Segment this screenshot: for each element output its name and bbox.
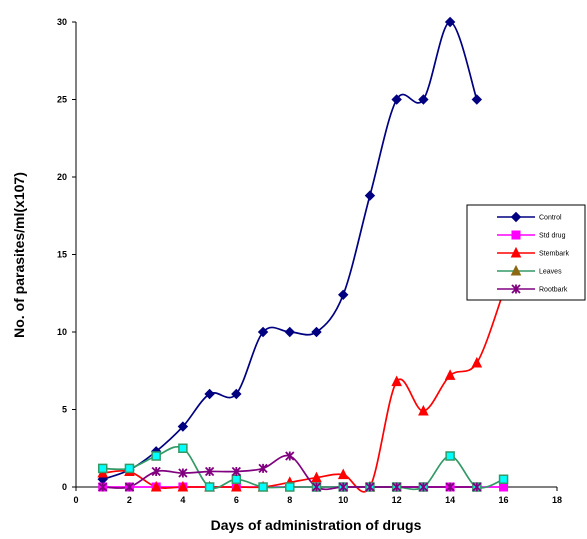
- x-axis-title: Days of administration of drugs: [211, 517, 422, 533]
- data-point-control: [418, 94, 429, 105]
- series-line-stembark: [102, 291, 505, 493]
- legend-label-std-drug: Std drug: [539, 233, 566, 240]
- data-point-rootbark: [445, 482, 455, 492]
- series-line-leaves: [102, 445, 504, 491]
- data-point-control: [257, 326, 269, 338]
- x-tick-label: 8: [287, 495, 292, 505]
- x-tick-label: 6: [234, 495, 239, 505]
- legend-marker-std-drug: [511, 230, 521, 240]
- data-point-rootbark: [338, 482, 348, 492]
- y-tick-label: 0: [62, 482, 67, 492]
- data-point-leaves: [124, 463, 135, 474]
- series-lines: [102, 21, 505, 493]
- data-point-leaves: [151, 451, 161, 461]
- y-tick-label: 10: [57, 327, 67, 337]
- legend-label-leaves: Leaves: [539, 269, 562, 276]
- data-point-rootbark: [204, 466, 215, 477]
- data-point-control: [364, 190, 376, 201]
- data-point-rootbark: [285, 451, 295, 461]
- data-point-control: [444, 16, 456, 28]
- data-point-leaves: [258, 482, 268, 492]
- legend-marker-leaves: [510, 264, 522, 276]
- x-tick-label: 4: [180, 495, 185, 505]
- data-point-control: [391, 94, 402, 105]
- data-point-leaves: [97, 463, 108, 474]
- data-point-leaves: [445, 451, 455, 461]
- data-point-stembark: [418, 404, 429, 416]
- y-tick-label: 5: [62, 405, 67, 415]
- legend-marker-rootbark: [511, 284, 521, 294]
- x-tick-label: 14: [445, 495, 455, 505]
- x-tick-label: 10: [338, 495, 348, 505]
- data-point-leaves: [285, 482, 295, 492]
- data-point-stembark: [177, 480, 189, 492]
- x-tick-label: 0: [73, 495, 78, 505]
- legend-marker-stembark: [510, 246, 522, 258]
- data-point-rootbark: [231, 466, 241, 477]
- data-point-control: [311, 326, 322, 338]
- data-point-stembark: [311, 471, 322, 483]
- data-point-stembark: [391, 375, 402, 387]
- x-tick-label: 18: [552, 495, 562, 505]
- tick-labels: 0 2 4 6 8 10 12 14 16 18 0 5 10 15 20 25 30: [57, 17, 562, 505]
- y-tick-label: 30: [57, 17, 67, 27]
- data-point-control: [338, 289, 349, 301]
- data-point-rootbark: [98, 482, 108, 492]
- legend-label-control: Control: [539, 215, 562, 222]
- data-point-leaves: [498, 474, 509, 484]
- legend-label-stembark: Stembark: [539, 251, 569, 258]
- y-tick-label: 15: [57, 250, 67, 260]
- data-point-std-drug: [499, 482, 509, 492]
- data-point-control: [177, 421, 189, 432]
- data-point-rootbark: [392, 482, 402, 492]
- data-point-leaves: [178, 443, 188, 453]
- data-point-rootbark: [311, 482, 322, 492]
- data-point-rootbark: [472, 482, 482, 492]
- y-tick-label: 25: [57, 95, 67, 105]
- data-point-rootbark: [124, 482, 135, 492]
- data-point-stembark: [471, 356, 483, 368]
- data-point-control: [284, 326, 295, 338]
- x-tick-label: 2: [127, 495, 132, 505]
- legend-marker-control: [510, 211, 522, 223]
- y-tick-label: 20: [57, 172, 67, 182]
- data-point-rootbark: [151, 466, 161, 477]
- data-point-stembark: [231, 480, 242, 492]
- y-axis-title: No. of parasites/ml(x107): [11, 172, 27, 338]
- data-point-rootbark: [258, 463, 268, 474]
- data-point-rootbark: [418, 482, 429, 492]
- data-point-leaves: [204, 482, 215, 492]
- data-point-leaves: [231, 474, 242, 484]
- x-tick-label: 12: [392, 495, 402, 505]
- data-point-stembark: [150, 480, 162, 492]
- data-point-rootbark: [365, 482, 375, 492]
- legend: Control Std drug Stembark Leaves Rootbark: [466, 204, 586, 301]
- data-point-control: [471, 94, 483, 105]
- data-point-stembark: [444, 369, 456, 380]
- data-point-stembark: [337, 468, 349, 480]
- data-point-control: [231, 388, 242, 400]
- data-point-control: [204, 388, 215, 400]
- data-point-rootbark: [178, 468, 188, 478]
- legend-label-rootbark: Rootbark: [539, 287, 568, 294]
- series-markers: [97, 16, 509, 492]
- x-tick-label: 16: [499, 495, 509, 505]
